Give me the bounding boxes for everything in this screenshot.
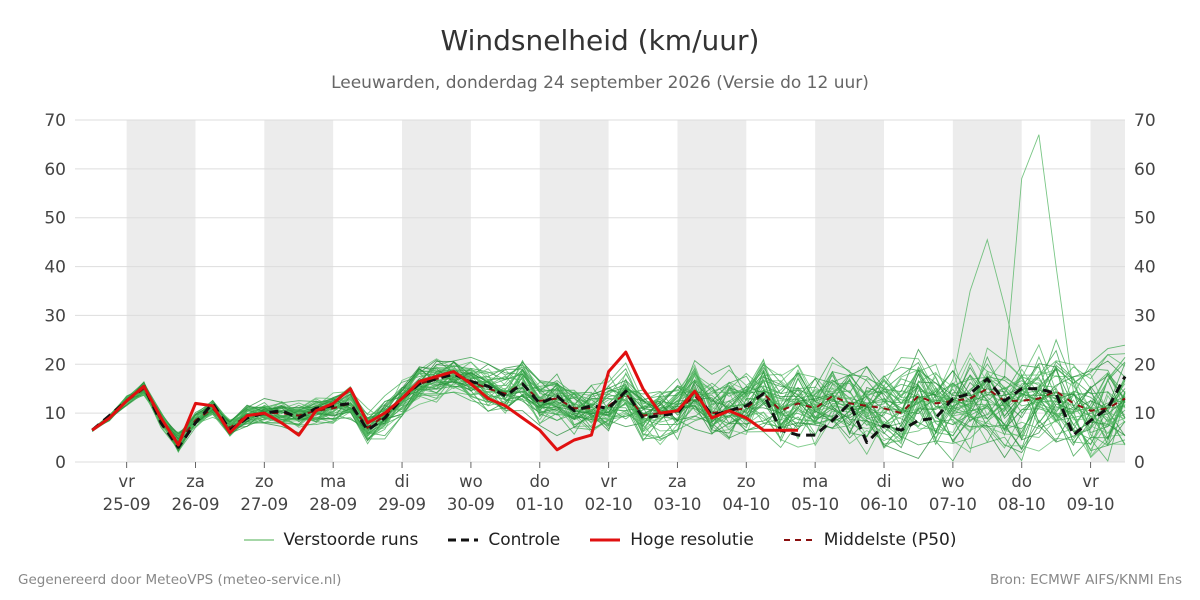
x-tick-label-date: 02-10 <box>585 495 633 514</box>
y-tick-label-right: 50 <box>1134 209 1156 229</box>
y-tick-label-left: 40 <box>44 258 66 278</box>
legend-item-median: Middelste (P50) <box>783 530 957 550</box>
legend-swatch-hires <box>590 538 621 542</box>
legend-swatch-ensemble <box>243 539 274 541</box>
x-tick-label-date: 03-10 <box>653 495 701 514</box>
x-tick-label-day: za <box>186 472 205 491</box>
main-series-group <box>91 350 1127 452</box>
x-tick-label-day: wo <box>941 472 965 491</box>
legend-swatch-median <box>783 539 814 541</box>
x-tick-label-day: za <box>668 472 687 491</box>
y-tick-label-left: 20 <box>44 355 66 375</box>
x-tick-label-day: do <box>1011 472 1032 491</box>
x-tick-label-date: 08-10 <box>998 495 1046 514</box>
hires-series-line <box>91 350 798 452</box>
x-tick-label-day: vr <box>1082 472 1099 491</box>
y-tick-label-left: 70 <box>44 111 66 131</box>
y-tick-label-left: 30 <box>44 306 66 326</box>
legend-label-hires: Hoge resolutie <box>630 530 754 550</box>
legend-label-control: Controle <box>488 530 561 550</box>
ensemble-run-line <box>91 351 1126 445</box>
chart-subtitle: Leeuwarden, donderdag 24 september 2026 … <box>331 73 869 93</box>
legend-label-median: Middelste (P50) <box>823 530 957 550</box>
ensemble-run-line <box>91 353 1126 441</box>
x-tick-label-day: di <box>876 472 891 491</box>
y-tick-label-right: 10 <box>1134 404 1156 424</box>
x-tick-label-date: 06-10 <box>860 495 908 514</box>
x-tick-label-date: 30-09 <box>447 495 495 514</box>
x-tick-label-date: 04-10 <box>722 495 770 514</box>
axes-group: 0 0 10 10 20 20 30 30 40 40 50 50 60 60 70 70 vr 25-09 za 2… <box>44 111 1155 514</box>
control-series-line <box>91 372 1127 449</box>
x-tick-label-day: ma <box>802 472 828 491</box>
y-tick-label-right: 30 <box>1134 306 1156 326</box>
legend-item-control: Controle <box>448 530 560 550</box>
x-tick-label-date: 09-10 <box>1067 495 1115 514</box>
x-tick-label-day: do <box>529 472 550 491</box>
x-tick-label-day: di <box>395 472 410 491</box>
ensemble-run-line <box>91 363 1126 456</box>
x-tick-label-date: 28-09 <box>309 495 357 514</box>
y-tick-label-right: 40 <box>1134 258 1156 278</box>
x-tick-label-day: ma <box>320 472 346 491</box>
legend: Verstoorde runs Controle Hoge resolutie … <box>0 530 1200 550</box>
x-tick-label-date: 01-10 <box>516 495 564 514</box>
x-tick-label-date: 25-09 <box>103 495 151 514</box>
legend-label-ensemble: Verstoorde runs <box>283 530 419 550</box>
x-tick-label-date: 05-10 <box>791 495 839 514</box>
x-tick-label-date: 07-10 <box>929 495 977 514</box>
y-tick-label-right: 70 <box>1134 111 1156 131</box>
legend-item-ensemble: Verstoorde runs <box>243 530 419 550</box>
x-tick-label-date: 27-09 <box>240 495 288 514</box>
y-tick-label-right: 60 <box>1134 160 1156 180</box>
y-tick-label-left: 0 <box>55 453 66 473</box>
x-tick-label-day: zo <box>737 472 756 491</box>
ensemble-run-line <box>91 364 1126 447</box>
x-tick-label-day: zo <box>255 472 274 491</box>
y-tick-label-left: 10 <box>44 404 66 424</box>
x-tick-label-day: vr <box>118 472 135 491</box>
y-tick-label-right: 20 <box>1134 355 1156 375</box>
ensemble-run-line <box>91 360 1126 452</box>
y-tick-label-right: 0 <box>1134 453 1145 473</box>
shaded-day-band <box>126 120 196 462</box>
x-tick-label-date: 26-09 <box>172 495 220 514</box>
x-tick-label-day: wo <box>459 472 483 491</box>
legend-item-hires: Hoge resolutie <box>590 530 754 550</box>
footer-source: Bron: ECMWF AIFS/KNMI Ens <box>989 572 1182 588</box>
y-tick-label-left: 50 <box>44 209 66 229</box>
ensemble-run-line <box>91 358 1126 447</box>
legend-swatch-control <box>448 538 479 542</box>
y-tick-label-left: 60 <box>44 160 66 180</box>
footer-generated-by: Gegenereerd door MeteoVPS (meteo-service… <box>18 572 342 588</box>
ensemble-run-line <box>91 343 1126 451</box>
ensemble-run-line <box>91 370 1126 452</box>
shaded-day-band <box>402 120 471 462</box>
ensemble-run-line <box>91 359 1126 442</box>
x-tick-label-date: 29-09 <box>378 495 426 514</box>
chart-title: Windsnelheid (km/uur) <box>440 24 760 57</box>
x-tick-label-day: vr <box>600 472 617 491</box>
